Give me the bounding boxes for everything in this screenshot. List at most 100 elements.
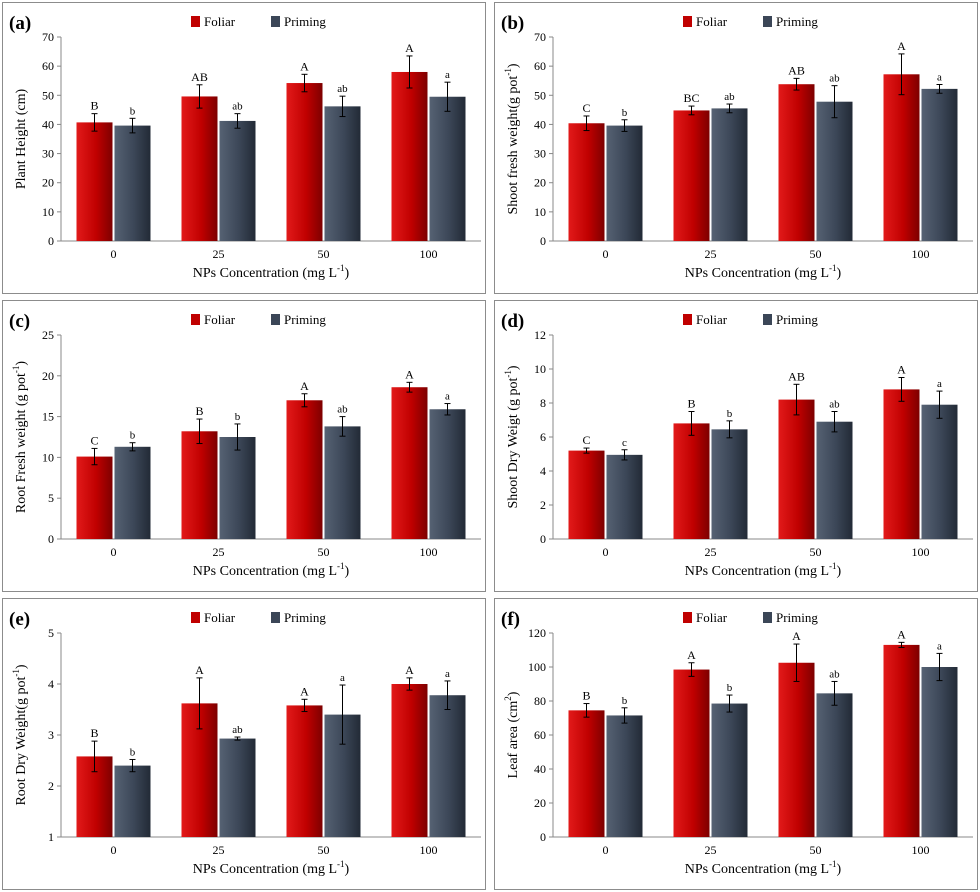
legend: Foliar Priming xyxy=(683,312,818,327)
x-axis-title: NPs Concentration (mg L-1) xyxy=(685,263,842,281)
x-tick-label: 25 xyxy=(705,545,717,559)
y-axis-title-end: ) xyxy=(506,691,521,696)
y-tick-label: 6 xyxy=(540,430,546,444)
x-tick-label: 50 xyxy=(810,545,822,559)
y-tick-label: 1 xyxy=(48,830,54,844)
y-tick-label: 4 xyxy=(540,464,546,478)
legend-swatch-priming xyxy=(271,612,280,623)
bar-priming xyxy=(114,765,151,837)
bar-foliar xyxy=(883,644,920,837)
significance-letter: BC xyxy=(683,91,699,105)
panel-label: (d) xyxy=(501,311,524,332)
significance-letter: a xyxy=(937,72,942,84)
x-tick-label: 50 xyxy=(318,247,330,261)
significance-letter: b xyxy=(727,408,733,420)
chart-svg: (a) Foliar Priming 0 10 20 30 40 50 60 70 0 B b 25 AB ab… xyxy=(9,13,481,281)
x-axis-title-sup: -1 xyxy=(829,263,837,273)
bar-priming xyxy=(114,446,151,539)
y-tick-label: 4 xyxy=(48,677,54,691)
y-axis-title-text: Plant Height (cm) xyxy=(14,89,29,190)
legend-swatch-foliar xyxy=(683,16,692,27)
x-axis-title-sup: -1 xyxy=(337,263,345,273)
significance-letter: B xyxy=(582,689,590,703)
y-tick-label: 3 xyxy=(48,728,54,742)
bar-priming xyxy=(429,96,466,241)
significance-letter: ab xyxy=(829,399,840,411)
y-axis-title: Shoot fresh weight(g pot-1) xyxy=(503,63,521,214)
bar-foliar xyxy=(391,684,428,837)
significance-letter: ab xyxy=(337,404,348,416)
significance-letter: AB xyxy=(191,70,208,84)
significance-letter: b xyxy=(130,105,136,117)
x-axis-title: NPs Concentration (mg L-1) xyxy=(193,561,350,579)
y-axis-title: Root Dry Weight(g pot-1) xyxy=(11,664,29,805)
significance-letter: b xyxy=(130,430,136,442)
significance-letter: A xyxy=(405,367,414,381)
x-axis-title-text: NPs Concentration (mg L xyxy=(685,862,829,877)
bar-foliar xyxy=(391,387,428,539)
significance-letter: b xyxy=(727,682,733,694)
x-axis-title-end: ) xyxy=(345,564,350,579)
legend-swatch-priming xyxy=(271,314,280,325)
x-tick-label: 100 xyxy=(912,545,930,559)
significance-letter: b xyxy=(235,411,241,423)
significance-letter: C xyxy=(582,433,590,447)
x-tick-label: 0 xyxy=(111,545,117,559)
y-tick-label: 70 xyxy=(42,30,54,44)
x-axis-title-end: ) xyxy=(837,862,842,877)
y-axis-title-end: ) xyxy=(506,63,521,68)
x-axis-title-end: ) xyxy=(837,564,842,579)
x-tick-label: 0 xyxy=(111,843,117,857)
bar-foliar xyxy=(568,450,605,539)
y-tick-label: 10 xyxy=(42,205,54,219)
bar-foliar xyxy=(568,710,605,837)
y-tick-label: 20 xyxy=(42,176,54,190)
x-axis-title: NPs Concentration (mg L-1) xyxy=(193,263,350,281)
bar-foliar xyxy=(673,110,710,241)
x-tick-label: 25 xyxy=(705,247,717,261)
significance-letter: A xyxy=(300,684,309,698)
significance-letter: ab xyxy=(232,724,243,736)
legend: Foliar Priming xyxy=(191,14,326,29)
bar-foliar xyxy=(76,122,113,241)
y-tick-label: 0 xyxy=(48,532,54,546)
significance-letter: a xyxy=(445,391,450,403)
y-tick-label: 50 xyxy=(534,88,546,102)
bar-foliar xyxy=(181,96,218,241)
y-axis-title-sup: -1 xyxy=(11,669,21,677)
bar-priming xyxy=(429,695,466,837)
significance-letter: b xyxy=(130,746,136,758)
y-tick-label: 60 xyxy=(42,59,54,73)
legend-label-foliar: Foliar xyxy=(204,312,236,327)
legend-label-foliar: Foliar xyxy=(696,610,728,625)
y-tick-label: 0 xyxy=(48,234,54,248)
significance-letter: ab xyxy=(337,83,348,95)
panel-label: (f) xyxy=(501,609,520,630)
x-tick-label: 50 xyxy=(810,247,822,261)
x-axis-title-text: NPs Concentration (mg L xyxy=(193,266,337,281)
legend-label-foliar: Foliar xyxy=(696,14,728,29)
bar-foliar xyxy=(181,431,218,539)
significance-letter: A xyxy=(300,59,309,73)
significance-letter: B xyxy=(687,397,695,411)
bar-priming xyxy=(606,715,643,837)
legend-swatch-priming xyxy=(763,612,772,623)
x-tick-label: 50 xyxy=(318,545,330,559)
x-tick-label: 25 xyxy=(213,843,225,857)
y-tick-label: 10 xyxy=(534,362,546,376)
y-tick-label: 0 xyxy=(540,830,546,844)
y-tick-label: 80 xyxy=(534,694,546,708)
legend-label-priming: Priming xyxy=(284,14,326,29)
x-axis-title-text: NPs Concentration (mg L xyxy=(685,564,829,579)
significance-letter: a xyxy=(445,69,450,81)
bar-priming xyxy=(324,426,361,539)
panel-label: (c) xyxy=(9,311,30,332)
bar-priming xyxy=(606,125,643,241)
bar-priming xyxy=(429,409,466,539)
y-tick-label: 8 xyxy=(540,396,546,410)
chart-svg: (b) Foliar Priming 0 10 20 30 40 50 60 70 0 C b 25 BC ab… xyxy=(501,13,973,281)
x-axis-title-end: ) xyxy=(345,862,350,877)
